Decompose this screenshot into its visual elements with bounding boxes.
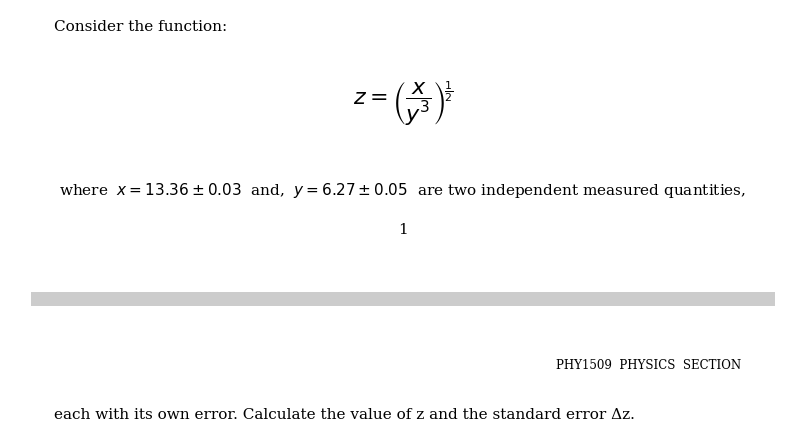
Text: 1: 1	[398, 223, 408, 237]
Text: $z = \left(\dfrac{x}{y^3}\right)^{\!\frac{1}{2}}$: $z = \left(\dfrac{x}{y^3}\right)^{\!\fra…	[353, 80, 453, 128]
Text: Consider the function:: Consider the function:	[53, 20, 226, 34]
Text: where  $x = 13.36 \pm 0.03$  and,  $y = 6.27 \pm 0.05$  are two independent meas: where $x = 13.36 \pm 0.03$ and, $y = 6.2…	[60, 181, 746, 200]
Text: each with its own error. Calculate the value of z and the standard error Δz.: each with its own error. Calculate the v…	[53, 408, 634, 422]
Text: PHY1509  PHYSICS  SECTION: PHY1509 PHYSICS SECTION	[556, 359, 742, 372]
FancyBboxPatch shape	[31, 292, 775, 306]
